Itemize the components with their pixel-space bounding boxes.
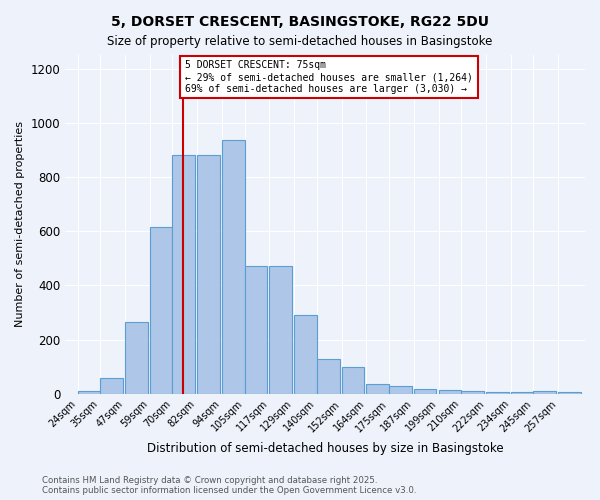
Bar: [150, 227, 172, 394]
Text: 5 DORSET CRESCENT: 75sqm
← 29% of semi-detached houses are smaller (1,264)
69% o: 5 DORSET CRESCENT: 75sqm ← 29% of semi-d…: [185, 60, 473, 94]
X-axis label: Distribution of semi-detached houses by size in Basingstoke: Distribution of semi-detached houses by …: [147, 442, 503, 455]
Bar: [367, 384, 389, 394]
Bar: [414, 389, 436, 394]
Bar: [125, 322, 148, 394]
Bar: [558, 392, 581, 394]
Bar: [77, 391, 100, 394]
Bar: [197, 156, 220, 394]
Bar: [461, 391, 484, 394]
Bar: [317, 358, 340, 394]
Text: Contains HM Land Registry data © Crown copyright and database right 2025.
Contai: Contains HM Land Registry data © Crown c…: [42, 476, 416, 495]
Bar: [486, 392, 509, 394]
Bar: [341, 366, 364, 394]
Bar: [389, 386, 412, 394]
Text: Size of property relative to semi-detached houses in Basingstoke: Size of property relative to semi-detach…: [107, 35, 493, 48]
Bar: [269, 266, 292, 394]
Bar: [511, 392, 533, 394]
Text: 5, DORSET CRESCENT, BASINGSTOKE, RG22 5DU: 5, DORSET CRESCENT, BASINGSTOKE, RG22 5D…: [111, 15, 489, 29]
Bar: [245, 266, 268, 394]
Bar: [172, 156, 195, 394]
Bar: [439, 390, 461, 394]
Bar: [533, 390, 556, 394]
Y-axis label: Number of semi-detached properties: Number of semi-detached properties: [15, 122, 25, 328]
Bar: [100, 378, 123, 394]
Bar: [294, 315, 317, 394]
Bar: [222, 140, 245, 394]
